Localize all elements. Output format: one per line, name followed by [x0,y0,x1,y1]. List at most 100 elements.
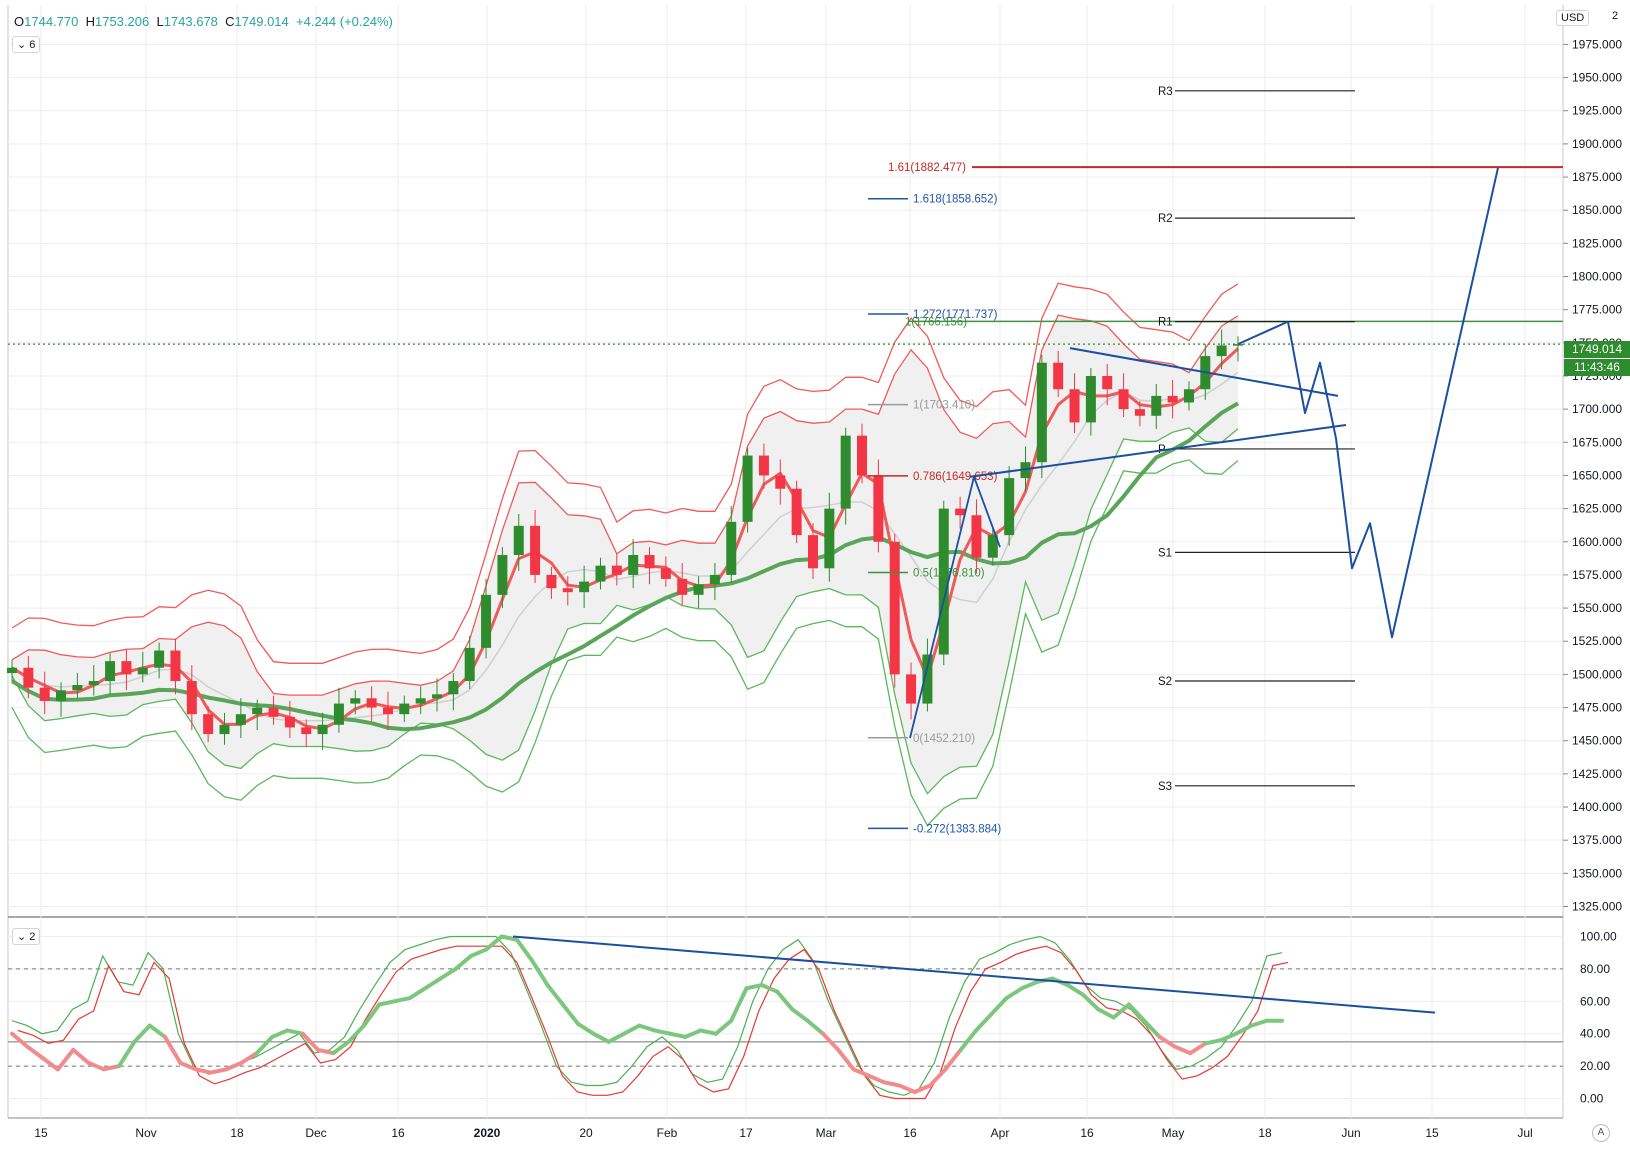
rsi-segment [1157,1034,1177,1049]
candle-body [579,581,590,593]
rsi-segment [86,1060,106,1072]
price-tick-label: 1500.000 [1572,667,1622,681]
osc-tick-label: 20.00 [1580,1059,1610,1073]
candle-body [121,661,132,675]
candle-body [742,455,753,522]
time-tick-label: 16 [1080,1126,1094,1140]
rsi-segment [147,1023,168,1039]
open-label: O [14,14,25,29]
time-tick-label: 2020 [474,1126,501,1140]
candle-body [971,515,982,558]
fib-level-label: 1.272(1771.737) [913,309,998,321]
candle-body [382,707,393,715]
candle-body [432,694,443,699]
candle-body [284,716,295,728]
rsi-segment [897,1083,917,1095]
candle-body [791,488,802,536]
bollinger-upper-inner [11,314,1239,696]
price-tick-label: 1825.000 [1572,236,1622,250]
fib-level-label: 1.618(1858.652) [913,194,998,206]
rsi-segment [1004,986,1024,1001]
rsi-segment [208,1067,229,1075]
candle-body [268,707,279,717]
rsi-segment [1126,1002,1147,1023]
candle-body [317,724,328,735]
fib-level-label: 1(1766.156) [905,316,967,328]
currency-button[interactable]: USD [1556,10,1590,26]
last-price-label: 1749.014 [1564,341,1630,358]
candle-body [693,584,704,595]
rsi-segment [224,1060,244,1072]
change-value: +4.244 (+0.24%) [296,14,393,29]
pivot-label: R3 [1158,86,1173,98]
candle-body [824,508,835,569]
candle-body [660,568,671,579]
candle-body [857,435,868,476]
candle-body [889,541,900,675]
rsi-segment [1019,979,1040,991]
price-tick-label: 1600.000 [1572,535,1622,549]
countdown-label: 11:43:46 [1564,359,1630,376]
price-tick-label: 1875.000 [1572,170,1622,184]
bollinger-lower-inner [11,427,1239,795]
rsi-segment [775,989,795,1012]
price-tick-label: 1525.000 [1572,634,1622,648]
price-tick-label: 1900.000 [1572,137,1622,151]
trendline-upper [1069,347,1339,397]
rsi-segment [713,1018,734,1036]
osc-pane-collapse-button[interactable]: ⌄ 2 [12,928,41,945]
ohlc-legend: O1744.770 H1753.206 L1743.678 C1749.014 … [14,14,393,29]
candle-body [137,667,148,675]
rsi-segment [866,1073,887,1085]
rsi-segment [530,958,550,988]
osc-tick-label: 100.00 [1580,930,1617,944]
price-tick-label: 1950.000 [1572,71,1622,85]
candle-body [56,690,67,701]
candle-body [23,667,34,688]
projected-path-start [1237,320,1289,346]
pivot-label: S1 [1158,547,1172,559]
rsi-segment [178,1060,198,1072]
rsi-segment [285,1028,305,1036]
candle-body [628,555,639,575]
candle-body [938,508,949,655]
osc-trendline [512,935,1436,1014]
rsi-segment [820,1031,841,1052]
rsi-segment [989,996,1009,1017]
time-tick-label: 18 [230,1126,244,1140]
candle-body [301,727,312,735]
rsi-segment [55,1047,76,1072]
rsi-segment [377,999,397,1007]
candle-body [366,698,377,708]
rsi-segment [545,983,565,1007]
ma-long-line [10,401,1240,732]
candle-body [840,435,851,509]
time-tick-label: Dec [305,1126,326,1140]
rsi-segment [392,996,412,1004]
price-tick-label: 1775.000 [1572,303,1622,317]
rsi-segment [1096,1007,1116,1020]
rsi-segment [316,1047,336,1056]
stoch-d-line [17,945,1289,1100]
time-tick-label: 17 [739,1126,753,1140]
candle-body [252,707,263,715]
candle-body [415,698,426,704]
rsi-segment [622,1023,642,1036]
candle-body [154,650,165,668]
main-pane-collapse-button[interactable]: ⌄ 6 [12,36,41,53]
close-label: C [225,14,235,29]
auto-scale-button[interactable]: A [1592,1124,1610,1142]
rsi-segment [667,1031,688,1039]
fib-level-label: 0.5(1576.810) [913,568,985,580]
candle-body [775,475,786,489]
time-tick-label: 20 [579,1126,593,1140]
time-tick-label: Jul [1517,1126,1532,1140]
rsi-segment [759,983,780,994]
candle-body [873,475,884,542]
time-tick-label: 16 [391,1126,405,1140]
fib-level-label: 0.786(1649.653) [913,471,998,483]
candle-body [595,565,606,582]
rsi-segment [40,1056,60,1072]
